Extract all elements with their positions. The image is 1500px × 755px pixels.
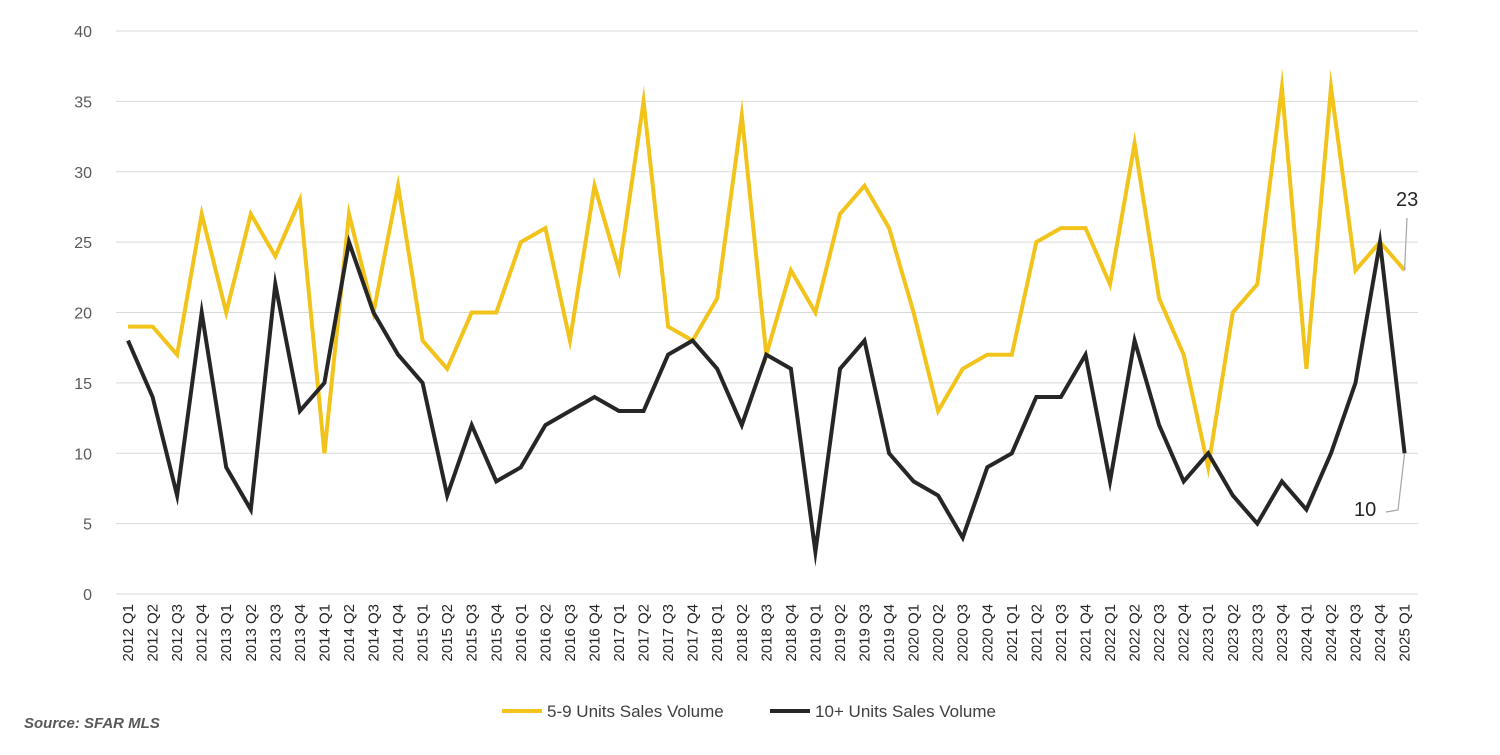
x-tick-label: 2018 Q2 bbox=[734, 604, 751, 662]
end-label: 23 bbox=[1396, 189, 1418, 211]
x-tick-label: 2014 Q3 bbox=[366, 604, 383, 662]
x-tick-label: 2025 Q1 bbox=[1397, 604, 1414, 662]
x-axis-ticks: 2012 Q1 2012 Q2 2012 Q3 2012 Q4 2013 Q1 2013 … bbox=[120, 604, 1414, 662]
x-tick-label: 2017 Q1 bbox=[611, 604, 628, 662]
x-tick-label: 2023 Q4 bbox=[1274, 604, 1291, 662]
series-line-1 bbox=[128, 68, 1407, 479]
x-tick-label: 2023 Q2 bbox=[1225, 604, 1242, 662]
x-tick-label: 2022 Q3 bbox=[1151, 604, 1168, 662]
end-annotations: 23 10 bbox=[1354, 189, 1418, 521]
x-tick-label: 2016 Q2 bbox=[537, 604, 554, 662]
y-tick-label: 0 bbox=[83, 587, 92, 604]
source-note: Source: SFAR MLS bbox=[24, 715, 160, 732]
x-tick-label: 2014 Q2 bbox=[341, 604, 358, 662]
y-tick-label: 40 bbox=[74, 24, 92, 41]
x-tick-label: 2022 Q2 bbox=[1127, 604, 1144, 662]
x-tick-label: 2021 Q3 bbox=[1053, 604, 1070, 662]
x-tick-label: 2024 Q1 bbox=[1298, 604, 1315, 662]
x-tick-label: 2020 Q4 bbox=[979, 604, 996, 662]
x-tick-label: 2018 Q1 bbox=[709, 604, 726, 662]
x-tick-label: 2015 Q3 bbox=[464, 604, 481, 662]
x-tick-label: 2013 Q3 bbox=[267, 604, 284, 662]
x-tick-label: 2013 Q1 bbox=[218, 604, 235, 662]
x-tick-label: 2017 Q2 bbox=[636, 604, 653, 662]
end-label: 10 bbox=[1354, 499, 1376, 521]
x-tick-label: 2019 Q4 bbox=[881, 604, 898, 662]
x-tick-label: 2019 Q1 bbox=[807, 604, 824, 662]
x-tick-label: 2018 Q3 bbox=[758, 604, 775, 662]
x-tick-label: 2016 Q1 bbox=[513, 604, 530, 662]
legend-label: 10+ Units Sales Volume bbox=[815, 702, 996, 721]
x-tick-label: 2020 Q2 bbox=[930, 604, 947, 662]
x-tick-label: 2018 Q4 bbox=[783, 604, 800, 662]
x-tick-label: 2020 Q1 bbox=[906, 604, 923, 662]
y-tick-label: 25 bbox=[74, 235, 92, 252]
x-tick-label: 2022 Q1 bbox=[1102, 604, 1119, 662]
x-tick-label: 2019 Q3 bbox=[857, 604, 874, 662]
y-tick-label: 10 bbox=[74, 446, 92, 463]
x-tick-label: 2021 Q2 bbox=[1028, 604, 1045, 662]
y-tick-label: 30 bbox=[74, 165, 92, 182]
x-tick-label: 2020 Q3 bbox=[955, 604, 972, 662]
x-tick-label: 2022 Q4 bbox=[1176, 604, 1193, 662]
x-tick-label: 2015 Q2 bbox=[439, 604, 456, 662]
x-tick-label: 2023 Q1 bbox=[1200, 604, 1217, 662]
y-tick-label: 20 bbox=[74, 306, 92, 323]
y-tick-label: 5 bbox=[83, 517, 92, 534]
y-axis-ticks: 0 5 10 15 20 25 30 35 40 bbox=[74, 24, 92, 604]
series-line-2 bbox=[126, 228, 1407, 567]
x-tick-label: 2013 Q4 bbox=[292, 604, 309, 662]
end-label-leader bbox=[1404, 217, 1408, 271]
x-tick-label: 2012 Q3 bbox=[169, 604, 186, 662]
x-tick-label: 2012 Q2 bbox=[145, 604, 162, 662]
y-tick-label: 15 bbox=[74, 376, 92, 393]
x-tick-label: 2016 Q4 bbox=[586, 604, 603, 662]
x-tick-label: 2017 Q4 bbox=[685, 604, 702, 662]
x-tick-label: 2014 Q4 bbox=[390, 604, 407, 662]
series-lines bbox=[126, 68, 1407, 567]
legend-label: 5-9 Units Sales Volume bbox=[547, 702, 724, 721]
x-tick-label: 2016 Q3 bbox=[562, 604, 579, 662]
x-tick-label: 2021 Q4 bbox=[1077, 604, 1094, 662]
end-label-leader bbox=[1385, 453, 1406, 513]
x-tick-label: 2015 Q1 bbox=[415, 604, 432, 662]
x-tick-label: 2024 Q4 bbox=[1372, 604, 1389, 662]
x-tick-label: 2014 Q1 bbox=[316, 604, 333, 662]
x-tick-label: 2017 Q3 bbox=[660, 604, 677, 662]
x-tick-label: 2015 Q4 bbox=[488, 604, 505, 662]
x-tick-label: 2013 Q2 bbox=[243, 604, 260, 662]
x-tick-label: 2012 Q1 bbox=[120, 604, 137, 662]
x-tick-label: 2019 Q2 bbox=[832, 604, 849, 662]
legend: 5-9 Units Sales Volume 10+ Units Sales Vo… bbox=[502, 702, 996, 721]
x-tick-label: 2024 Q3 bbox=[1348, 604, 1365, 662]
y-tick-label: 35 bbox=[74, 94, 92, 111]
x-tick-label: 2023 Q3 bbox=[1249, 604, 1266, 662]
x-tick-label: 2024 Q2 bbox=[1323, 604, 1340, 662]
x-tick-label: 2021 Q1 bbox=[1004, 604, 1021, 662]
x-tick-label: 2012 Q4 bbox=[194, 604, 211, 662]
